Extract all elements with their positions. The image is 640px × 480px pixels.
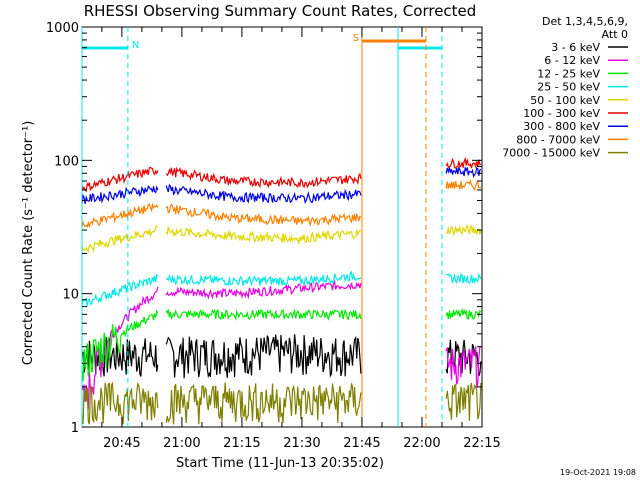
series-line [81,336,159,377]
marker-layer: NS [81,27,443,427]
series-line [81,286,159,410]
series-line [81,184,159,204]
x-axis-label: Start Time (11-Jun-13 20:35:02) [176,456,384,471]
flag-label: N [132,40,139,51]
series-line [445,382,482,421]
series-line [81,202,159,228]
legend-label: 50 - 100 keV [530,94,600,107]
legend-detector-note: Det 1,3,4,5,6,9, [542,15,628,28]
legend-label: 6 - 12 keV [544,54,600,67]
series-line [165,382,362,425]
series-line [445,165,482,179]
series-line [165,183,362,205]
x-tick-label: 21:15 [223,436,260,451]
series-line [165,270,362,287]
y-tick-label: 1 [71,421,79,436]
series-line [165,166,362,189]
legend-label: 300 - 800 keV [523,120,600,133]
y-tick-label: 1000 [46,21,79,36]
legend-label: 25 - 50 keV [537,81,600,94]
series-line [446,224,482,237]
series-line [446,272,482,284]
y-axis: 1 10 100 1000 [46,21,482,436]
series-line [165,334,362,379]
y-tick-label: 100 [54,154,79,169]
series-line [81,309,159,382]
legend-label: 12 - 25 keV [537,67,600,80]
y-axis-label: Corrected Count Rate (s⁻¹ detector⁻¹) [21,121,36,366]
series-line [165,308,362,321]
series-line [445,178,482,191]
series-line [165,279,362,300]
legend-label: 7000 - 15000 keV [502,147,600,160]
flag-label: S [353,33,359,44]
x-tick-label: 20:45 [103,436,140,451]
y-tick-label: 10 [62,288,79,303]
legend-label: 3 - 6 keV [551,41,600,54]
legend-label: 100 - 300 keV [523,107,600,120]
x-tick-label: 22:15 [463,436,500,451]
legend-attenuator-note: Att 0 [602,28,628,41]
x-tick-label: 21:30 [283,436,320,451]
x-axis: 20:45 21:00 21:15 21:30 21:45 22:00 22:15 [101,27,501,451]
series-line [165,226,361,245]
chart-title: RHESSI Observing Summary Count Rates, Co… [84,2,477,20]
series-line [165,203,362,227]
series-layer [81,156,482,425]
x-tick-label: 21:45 [343,436,380,451]
x-tick-label: 21:00 [163,436,200,451]
x-tick-label: 22:00 [403,436,440,451]
series-line [81,273,159,307]
series-line [81,224,159,254]
series-line [445,307,482,320]
legend-label: 800 - 7000 keV [516,133,600,146]
series-line [81,381,159,425]
series-line [445,345,482,389]
series-line [445,156,482,169]
series-line [81,166,159,193]
footer-timestamp: 19-Oct-2021 19:08 [560,468,636,477]
